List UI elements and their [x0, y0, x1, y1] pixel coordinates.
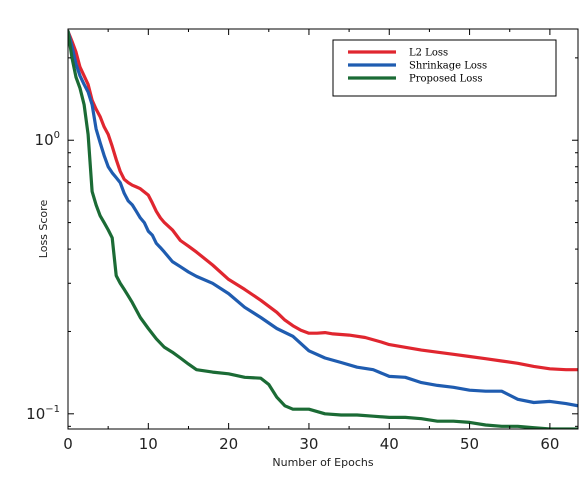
x-tick-label: 20: [219, 435, 238, 453]
x-tick-label: 60: [540, 435, 559, 453]
y-tick-label: 100: [35, 130, 60, 149]
series-line-proposed-loss: [68, 29, 578, 429]
legend-label: Proposed Loss: [409, 74, 483, 85]
series-line-l2-loss: [68, 29, 578, 372]
legend-box: [332, 39, 557, 97]
x-tick-label: 50: [460, 435, 479, 453]
x-tick-label: 40: [380, 435, 399, 453]
plot-frame: [67, 28, 579, 430]
series-line-shrinkage-loss: [68, 29, 578, 408]
x-tick-label: 10: [139, 435, 158, 453]
x-axis-title: Number of Epochs: [272, 456, 373, 469]
x-tick-label: 30: [299, 435, 318, 453]
legend-label: L2 Loss: [409, 48, 448, 59]
x-tick-label: 0: [63, 435, 73, 453]
legend-label: Shrinkage Loss: [409, 61, 487, 72]
legend: L2 Loss Shrinkage Loss Proposed Loss: [332, 39, 557, 97]
y-tick-label: 10−1: [26, 404, 60, 423]
y-axis-title: Loss Score: [37, 200, 50, 259]
